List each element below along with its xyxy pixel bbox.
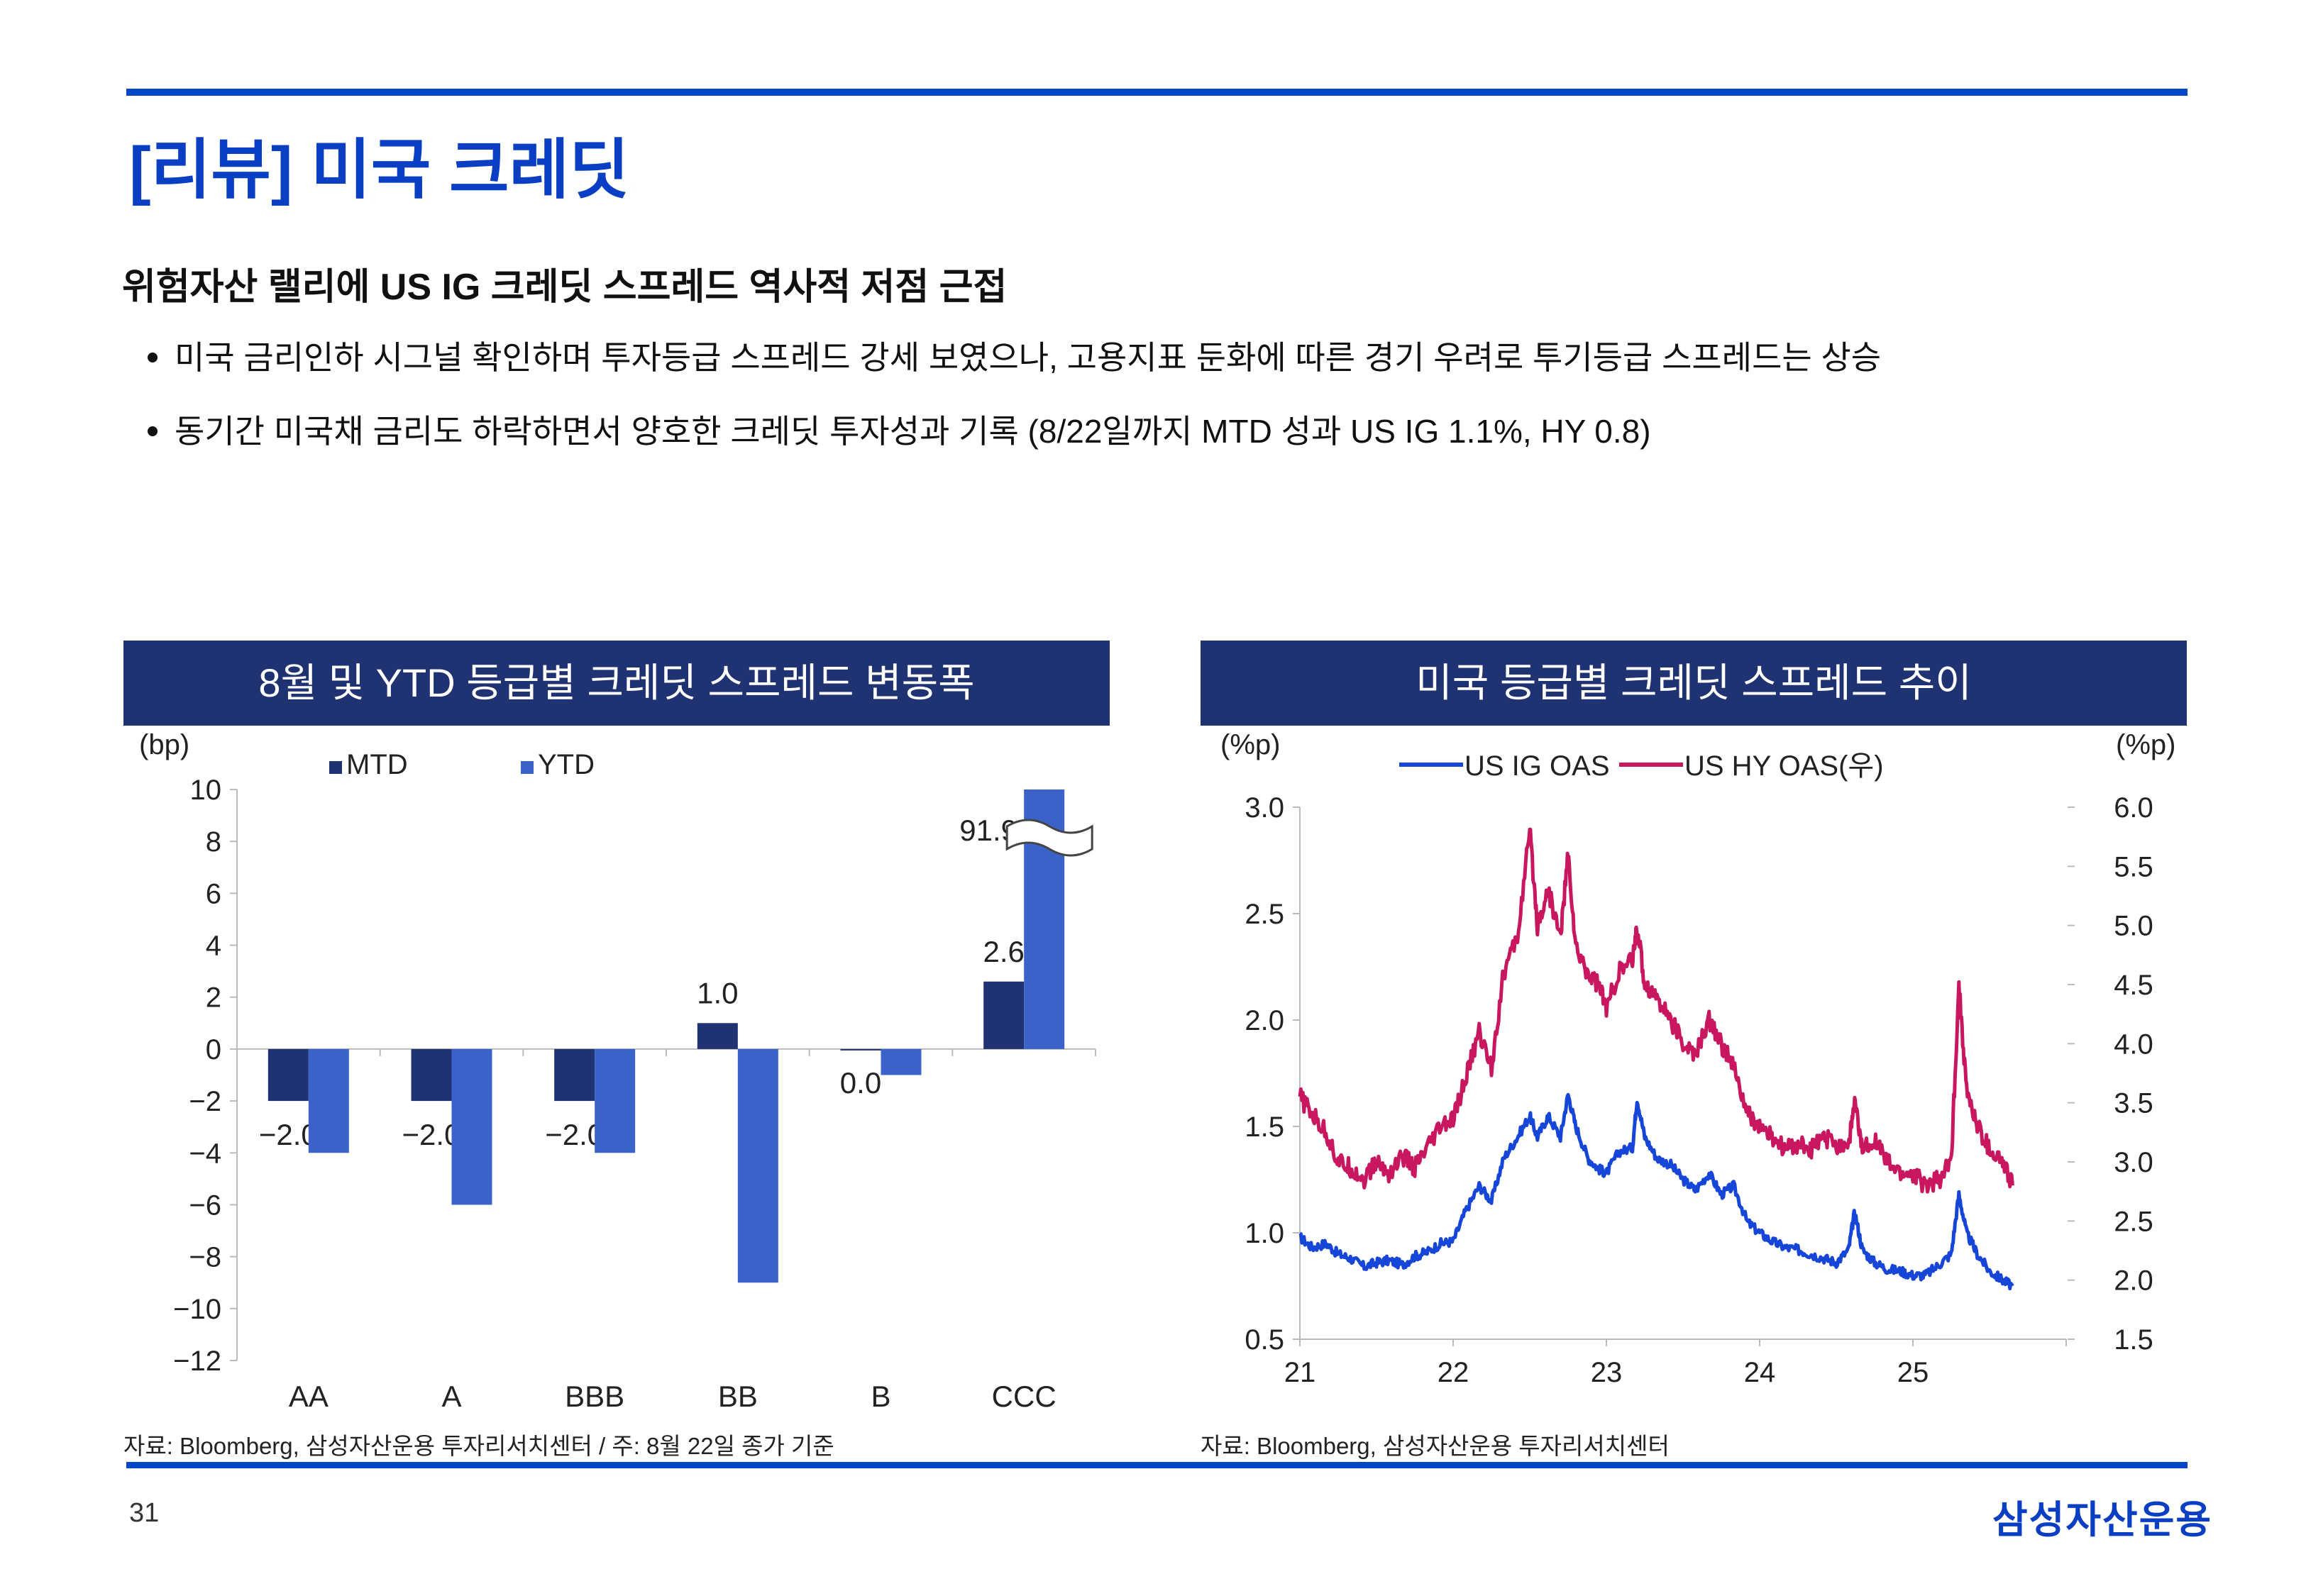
legend-swatch-ytd [521,761,534,774]
bar-ytd-bbb [595,1048,636,1153]
top-rule [126,89,2188,96]
right-tick-label: 5.0 [2114,911,2153,942]
y-tick-label: −12 [173,1346,221,1377]
data-label: 0.0 [840,1066,881,1099]
y-tick-label: −6 [189,1190,221,1221]
spread-change-bar-chart: (bp) 10 8 6 4 2 0 −2 −4 −6 −8 −10 −12 AA −2.0 A −2.0 BBB −… [123,726,1110,1428]
y-tick-label: −10 [173,1294,221,1325]
left-tick-label: 2.5 [1245,899,1284,930]
y-tick-label: 6 [206,878,221,909]
x-tick-label: A [441,1380,461,1413]
y-tick-label: 10 [190,775,222,806]
us-ig-oas-line [1298,1092,2014,1291]
legend-label: US HY OAS(우) [1684,750,1884,782]
left-source-note: 자료: Bloomberg, 삼성자산운용 투자리서치센터 / 주: 8월 22… [123,1433,834,1459]
left-tick-label: 1.0 [1245,1218,1284,1249]
y-tick-label: 2 [206,982,221,1014]
y-tick-label: 4 [206,931,221,962]
x-tick-label: BB [718,1380,758,1413]
bullet-item: 동기간 미국채 금리도 하락하면서 양호한 크레딧 투자성과 기록 (8/22일… [148,406,1651,453]
legend-label: MTD [346,749,408,780]
axis-break-icon [1005,819,1093,857]
bar-mtd-ccc [983,981,1025,1049]
bullet-dot-icon [148,426,158,436]
spread-trend-line-chart: (%p) (%p) 3.0 2.5 2.0 1.5 1.0 0.5 6.0 5.5 5.0 4.5 4.… [1201,726,2187,1428]
right-source-note: 자료: Bloomberg, 삼성자산운용 투자리서치센터 [1201,1433,1670,1459]
left-tick-label: 3.0 [1245,792,1284,824]
bar-mtd-bb [697,1023,738,1049]
bar-ytd-b [881,1048,922,1075]
data-label: −2.0 [402,1118,461,1151]
bar-ytd-bb [737,1048,778,1283]
right-panel-header: 미국 등급별 크레딧 스프레드 추이 [1201,641,2187,726]
legend-swatch-mtd [329,761,342,774]
legend-label: YTD [538,749,595,780]
page-title: [리뷰] 미국 크레딧 [129,134,629,206]
us-hy-oas-line [1298,827,2014,1194]
line-chart-svg: (%p) (%p) 3.0 2.5 2.0 1.5 1.0 0.5 6.0 5.5 5.0 4.5 4.… [1220,729,2175,1388]
right-tick-label: 5.5 [2114,851,2153,882]
y-tick-label: −8 [189,1242,221,1273]
bullet-dot-icon [148,352,158,362]
x-tick-label: 24 [1744,1357,1776,1388]
left-panel-header: 8월 및 YTD 등급별 크레딧 스프레드 변동폭 [123,641,1110,726]
data-label: −2.0 [545,1118,604,1151]
x-tick-label: 23 [1591,1357,1623,1388]
right-axis-unit-label: (%p) [2116,729,2175,760]
bottom-rule [126,1462,2188,1468]
x-tick-label: AA [289,1380,329,1413]
right-tick-label: 3.0 [2114,1147,2153,1178]
left-axis-unit-label: (%p) [1220,729,1280,760]
left-tick-label: 0.5 [1245,1324,1284,1356]
left-tick-label: 2.0 [1245,1005,1284,1036]
left-tick-label: 1.5 [1245,1112,1284,1143]
data-label: 1.0 [697,976,738,1009]
data-label: 2.6 [983,935,1024,968]
right-tick-label: 2.5 [2114,1206,2153,1237]
bullet-item: 미국 금리인하 시그널 확인하며 투자등급 스프레드 강세 보였으나, 고용지표… [148,332,1881,379]
bar-mtd-b [840,1048,881,1051]
right-tick-label: 4.0 [2114,1029,2153,1060]
page-subtitle: 위험자산 랠리에 US IG 크레딧 스프레드 역사적 저점 근접 [122,267,1008,308]
x-tick-label: BBB [565,1380,624,1413]
legend-label: US IG OAS [1464,750,1610,782]
right-tick-label: 1.5 [2114,1324,2153,1356]
x-tick-label: B [871,1380,890,1413]
data-label: −2.0 [259,1118,318,1151]
right-tick-label: 3.5 [2114,1088,2153,1119]
bar-mtd-bbb [554,1048,595,1102]
x-tick-label: CCC [992,1380,1057,1413]
x-tick-label: 21 [1284,1357,1316,1388]
bar-chart-svg: (bp)1086420−2−4−6−8−10−12AA−2.0A−2.0BBB−… [139,729,1096,1413]
y-tick-label: 0 [206,1034,221,1065]
x-tick-label: 22 [1438,1357,1469,1388]
bullet-text: 미국 금리인하 시그널 확인하며 투자등급 스프레드 강세 보였으나, 고용지표… [175,339,1882,376]
bar-mtd-a [411,1048,452,1102]
company-logo: 삼성자산운용 [1992,1499,2213,1541]
y-tick-label: −2 [189,1086,221,1117]
bar-ytd-a [451,1048,492,1205]
right-tick-label: 4.5 [2114,970,2153,1001]
x-tick-label: 25 [1897,1357,1929,1388]
page-number: 31 [129,1498,160,1528]
right-tick-label: 2.0 [2114,1265,2153,1297]
y-tick-label: 8 [206,826,221,858]
bar-ytd-aa [308,1048,349,1153]
y-axis-unit-label: (bp) [139,729,189,760]
right-tick-label: 6.0 [2114,792,2153,824]
y-tick-label: −4 [189,1138,221,1169]
bar-mtd-aa [267,1048,309,1102]
bullet-text: 동기간 미국채 금리도 하락하면서 양호한 크레딧 투자성과 기록 (8/22일… [175,413,1651,450]
